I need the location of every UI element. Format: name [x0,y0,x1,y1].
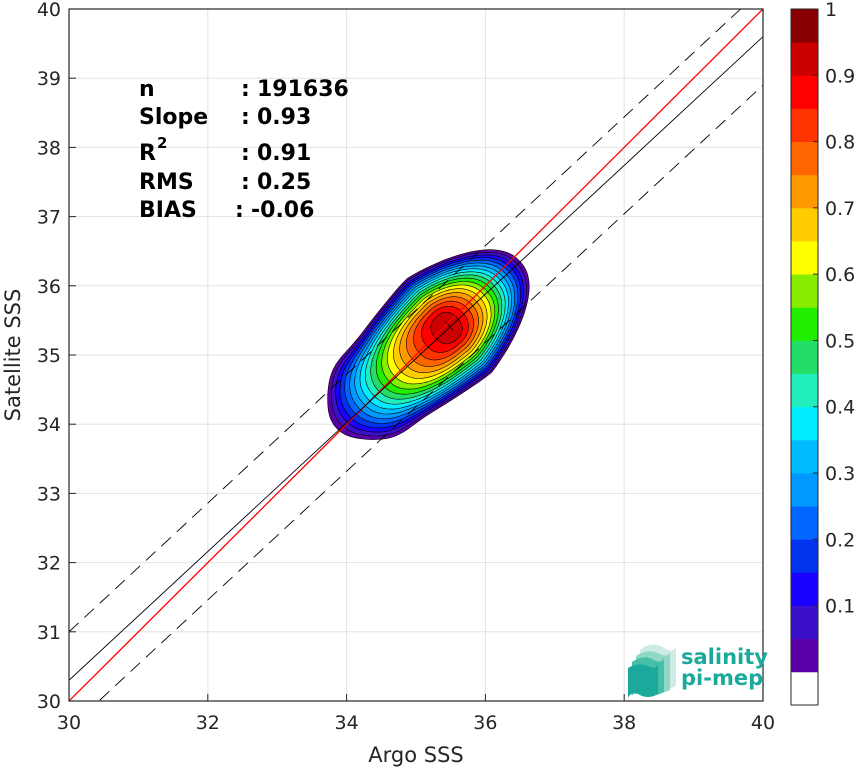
stat-slope-label: Slope [139,105,208,130]
colorbar-swatch-17 [791,108,818,142]
stat-bias-value: -0.06 [251,198,314,223]
stat-r2-value: 0.91 [257,141,311,166]
stat-rms-sep: : [241,170,250,195]
y-tick-label-6: 36 [37,276,61,298]
colorbar-swatch-14 [791,207,818,242]
stat-rms-value: 0.25 [257,170,311,195]
colorbar-tick-label-3: 0.4 [825,397,855,419]
stat-n-sep: : [241,77,250,102]
wave-stack-icon [628,644,676,698]
x-tick-label-5: 40 [751,712,775,734]
stats-annotation: n : 191636 Slope : 0.93 R 2 : 0.91 RMS :… [139,77,349,223]
colorbar-swatch-20 [791,9,818,43]
y-tick-label-7: 37 [37,207,61,229]
logo-line1: salinity [681,645,768,669]
colorbar-tick-label-6: 0.7 [825,198,855,220]
stat-r2-sup: 2 [157,134,167,152]
y-tick-label-8: 38 [37,137,61,159]
stat-n-label: n [139,77,155,102]
colorbar-swatch-19 [791,42,818,76]
ref-line-regression-minus-rms [98,84,763,701]
colorbar-swatch-12 [791,274,818,308]
y-tick-label-10: 40 [37,0,61,21]
x-tick-label-3: 36 [473,712,497,734]
colorbar-swatch-0 [791,671,818,706]
y-tick-label-9: 39 [37,68,61,90]
colorbar-frame [790,8,819,706]
stat-bias-sep: : [235,198,244,223]
stat-slope-value: 0.93 [257,105,311,130]
colorbar-swatch-10 [791,340,818,374]
y-tick-label-1: 31 [37,622,61,644]
colorbar-tick-label-5: 0.6 [825,264,855,286]
colorbar-swatch-4 [791,539,818,573]
colorbar-tick-label-4: 0.5 [825,330,855,352]
colorbar-tick-label-1: 0.2 [825,529,855,551]
logo-line2: pi-mep [681,666,763,690]
colorbar-tick-label-0: 0.1 [825,596,855,618]
colorbar-swatch-7 [791,439,818,474]
colorbar-swatch-16 [791,141,818,176]
reference-lines [69,9,763,701]
y-tick-label-0: 30 [37,691,61,713]
stat-r2-label: R [139,141,156,166]
y-tick-label-3: 33 [37,483,61,505]
ref-line-regression [69,36,763,681]
colorbar-swatch-5 [791,506,818,540]
colorbar-swatch-8 [791,406,818,441]
colorbar-tick-label-8: 0.9 [825,65,855,87]
colorbar-swatch-13 [791,241,818,275]
y-tick-label-5: 35 [37,345,61,367]
colorbar-tick-label-2: 0.3 [825,463,855,485]
stat-slope-sep: : [241,105,250,130]
ref-line-regression-plus-rms [69,9,742,633]
colorbar-swatch-18 [791,75,818,109]
y-tick-label-4: 34 [37,414,61,436]
x-tick-label-2: 34 [335,712,359,734]
y-tick-label-2: 32 [37,553,61,575]
x-tick-label-0: 30 [57,712,81,734]
stat-n-value: 191636 [257,77,349,102]
x-axis-label: Argo SSS [368,743,463,767]
y-axis-ticks: 30 31 32 33 34 35 36 37 38 39 40 [37,0,76,713]
colorbar-tick-label-9: 1 [825,0,837,21]
stat-rms-label: RMS [139,170,194,195]
x-tick-label-4: 38 [612,712,636,734]
contour-level-18 [430,311,463,345]
colorbar-ticks: 0.1 0.2 0.3 0.4 0.5 0.6 0.7 0.8 0.9 1 [813,0,855,618]
stat-bias-label: BIAS [139,198,197,223]
colorbar-swatch-15 [791,174,818,209]
y-axis-label: Satellite SSS [1,289,25,422]
contour-level-19 [444,321,454,331]
colorbar-swatch-9 [791,373,818,408]
stat-r2-sep: : [241,141,250,166]
x-axis-ticks: 30 32 34 36 38 40 [57,694,775,734]
colorbar-swatch-6 [791,473,818,507]
colorbar-tick-label-7: 0.8 [825,132,855,154]
colorbar-swatch-1 [791,638,818,673]
salinity-pi-mep-logo: salinity pi-mep [628,644,768,698]
ref-line-identity [69,9,763,701]
colorbar-swatch-3 [791,572,818,606]
colorbar-swatch-2 [791,605,818,640]
x-tick-label-1: 32 [196,712,220,734]
colorbar-swatch-11 [791,307,818,341]
colorbar [790,8,819,706]
